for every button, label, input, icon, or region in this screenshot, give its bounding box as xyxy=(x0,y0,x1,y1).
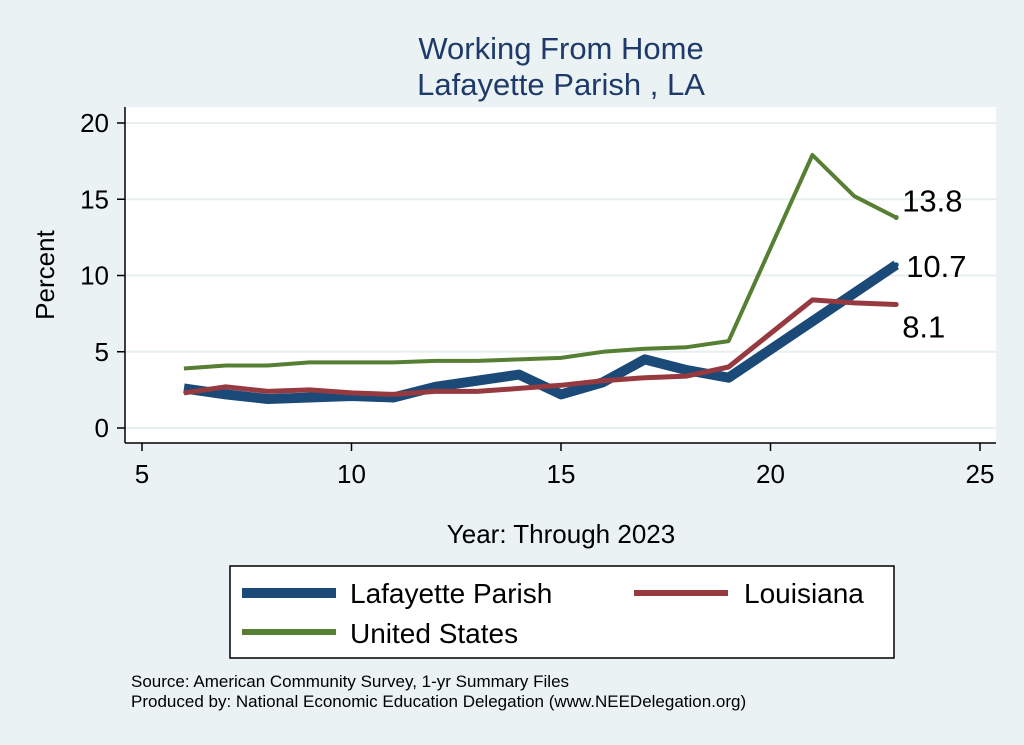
legend-box xyxy=(229,565,895,659)
chart-title-line-1: Working From Home xyxy=(418,31,703,66)
gridlines xyxy=(125,122,996,429)
source-note: Source: American Community Survey, 1-yr … xyxy=(131,672,570,691)
x-tick-label-5: 5 xyxy=(135,459,149,489)
x-axis-title: Year: Through 2023 xyxy=(447,519,675,549)
legend-label-lafayette-parish: Lafayette Parish xyxy=(350,578,552,609)
end-labels: 10.7 8.1 13.8 xyxy=(893,184,967,344)
end-marker-louisiana xyxy=(893,301,899,307)
series-line-louisiana xyxy=(183,297,897,397)
series-lines xyxy=(183,153,899,404)
x-tick-label-25: 25 xyxy=(966,459,995,489)
producer-note: Produced by: National Economic Education… xyxy=(131,692,747,711)
y-tick-label-0: 0 xyxy=(95,413,109,443)
y-axis-title: Percent xyxy=(30,229,60,319)
x-tick-label-15: 15 xyxy=(547,459,576,489)
end-marker-united-states xyxy=(893,215,899,221)
chart-title-line-2: Lafayette Parish , LA xyxy=(417,67,705,102)
end-marker-lafayette-parish xyxy=(893,262,899,268)
y-tick-label-15: 15 xyxy=(80,184,109,214)
y-tick-label-20: 20 xyxy=(80,108,109,138)
end-label-lafayette-parish: 10.7 xyxy=(906,249,966,284)
legend: Lafayette Parish Louisiana United States xyxy=(229,565,895,659)
legend-label-louisiana: Louisiana xyxy=(744,578,864,609)
legend-label-united-states: United States xyxy=(350,618,518,649)
end-label-louisiana: 8.1 xyxy=(902,309,945,344)
series-line-united-states xyxy=(183,153,898,371)
y-tick-label-10: 10 xyxy=(80,261,109,291)
x-tick-label-10: 10 xyxy=(337,459,366,489)
y-tick-label-5: 5 xyxy=(95,337,109,367)
x-tick-label-20: 20 xyxy=(756,459,785,489)
end-label-united-states: 13.8 xyxy=(902,184,962,219)
